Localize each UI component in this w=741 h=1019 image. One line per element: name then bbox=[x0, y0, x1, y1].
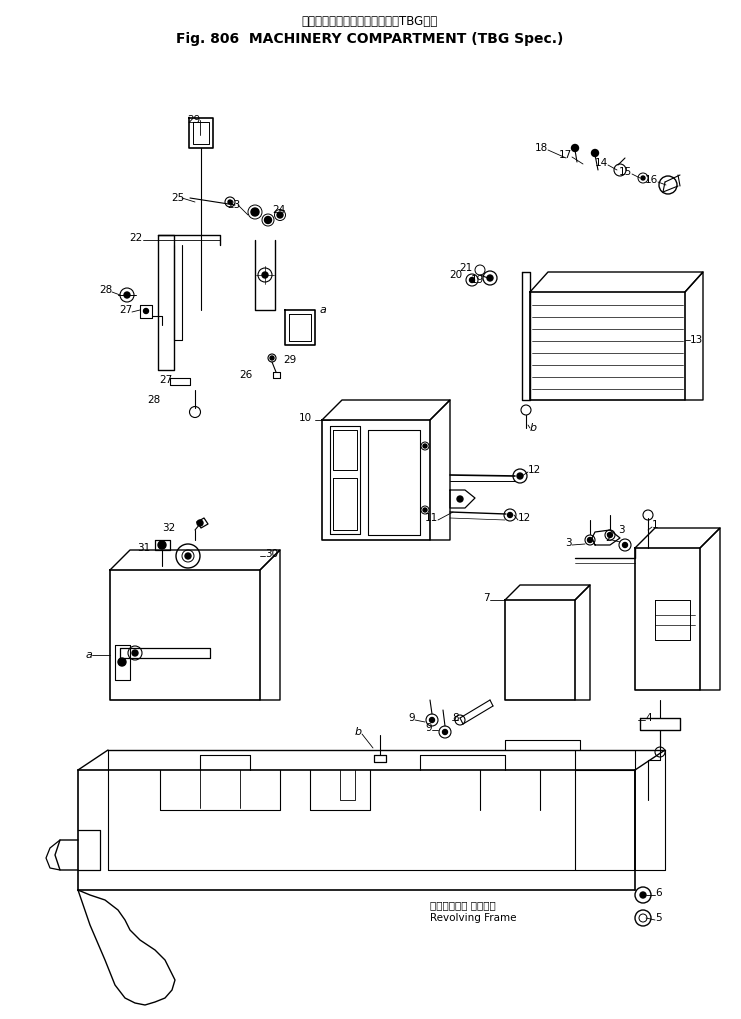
Text: a: a bbox=[320, 305, 327, 315]
Text: 19: 19 bbox=[471, 275, 484, 285]
Text: 13: 13 bbox=[690, 335, 703, 345]
Text: 25: 25 bbox=[172, 193, 185, 203]
Circle shape bbox=[442, 730, 448, 735]
Text: 11: 11 bbox=[425, 513, 438, 523]
Circle shape bbox=[262, 272, 268, 278]
Text: 18: 18 bbox=[535, 143, 548, 153]
Circle shape bbox=[517, 473, 523, 479]
Circle shape bbox=[457, 496, 463, 502]
Text: 4: 4 bbox=[645, 713, 651, 723]
Circle shape bbox=[487, 275, 493, 281]
Circle shape bbox=[251, 208, 259, 216]
Text: 12: 12 bbox=[518, 513, 531, 523]
Text: 28: 28 bbox=[99, 285, 112, 294]
Circle shape bbox=[423, 508, 427, 512]
Text: 2: 2 bbox=[605, 533, 612, 543]
Circle shape bbox=[591, 150, 599, 157]
Circle shape bbox=[158, 541, 166, 549]
Text: 29: 29 bbox=[187, 115, 200, 125]
Text: 22: 22 bbox=[130, 233, 143, 243]
Text: 3: 3 bbox=[619, 525, 625, 535]
Circle shape bbox=[124, 292, 130, 298]
Text: 32: 32 bbox=[162, 523, 175, 533]
Circle shape bbox=[622, 542, 628, 547]
Text: 9: 9 bbox=[408, 713, 415, 723]
Circle shape bbox=[641, 176, 645, 180]
Text: 6: 6 bbox=[655, 888, 662, 898]
Circle shape bbox=[608, 533, 613, 537]
Circle shape bbox=[571, 145, 579, 152]
Text: 7: 7 bbox=[483, 593, 490, 603]
Circle shape bbox=[270, 356, 274, 360]
Circle shape bbox=[430, 717, 434, 722]
Text: 23: 23 bbox=[227, 200, 240, 210]
Text: 1: 1 bbox=[652, 520, 659, 530]
Circle shape bbox=[265, 216, 271, 223]
Text: 31: 31 bbox=[137, 543, 150, 553]
Text: 20: 20 bbox=[449, 270, 462, 280]
Text: 3: 3 bbox=[565, 538, 572, 548]
Text: 16: 16 bbox=[645, 175, 658, 185]
Circle shape bbox=[197, 520, 203, 526]
Text: a: a bbox=[85, 650, 92, 660]
Text: 17: 17 bbox=[559, 150, 572, 160]
Text: 29: 29 bbox=[283, 355, 296, 365]
Text: マシナリ　コンパートメント　TBG仕様: マシナリ コンパートメント TBG仕様 bbox=[302, 15, 438, 28]
Text: 21: 21 bbox=[459, 263, 472, 273]
Circle shape bbox=[640, 892, 646, 898]
Circle shape bbox=[588, 537, 593, 542]
Circle shape bbox=[277, 212, 283, 218]
Circle shape bbox=[470, 277, 474, 282]
Text: 24: 24 bbox=[272, 205, 285, 215]
Text: 26: 26 bbox=[239, 370, 252, 380]
Text: 8: 8 bbox=[452, 713, 459, 723]
Text: 15: 15 bbox=[619, 167, 632, 177]
Text: 10: 10 bbox=[299, 413, 312, 423]
Circle shape bbox=[423, 444, 427, 448]
Text: Revolving Frame: Revolving Frame bbox=[430, 913, 516, 923]
Text: レボルビング フレーム: レボルビング フレーム bbox=[430, 900, 496, 910]
Text: 5: 5 bbox=[655, 913, 662, 923]
Text: 12: 12 bbox=[528, 465, 541, 475]
Text: 9: 9 bbox=[425, 723, 432, 733]
Text: 27: 27 bbox=[159, 375, 172, 385]
Text: 28: 28 bbox=[147, 395, 160, 405]
Text: 30: 30 bbox=[265, 549, 278, 559]
Circle shape bbox=[144, 309, 148, 314]
Circle shape bbox=[508, 513, 513, 518]
Circle shape bbox=[228, 200, 232, 204]
Circle shape bbox=[132, 650, 138, 656]
Text: b: b bbox=[355, 727, 362, 737]
Circle shape bbox=[185, 553, 191, 559]
Text: 27: 27 bbox=[119, 305, 132, 315]
Text: 14: 14 bbox=[595, 158, 608, 168]
Text: Fig. 806  MACHINERY COMPARTMENT (TBG Spec.): Fig. 806 MACHINERY COMPARTMENT (TBG Spec… bbox=[176, 32, 564, 46]
Text: b: b bbox=[530, 423, 537, 433]
Circle shape bbox=[118, 658, 126, 666]
